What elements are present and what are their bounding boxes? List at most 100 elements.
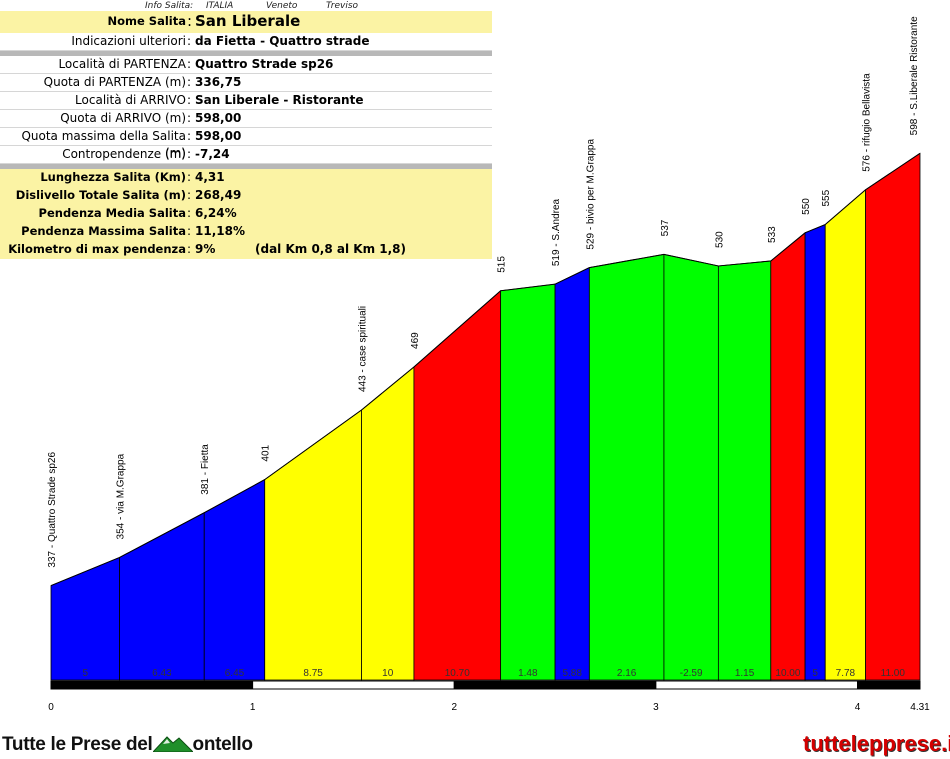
segment-grade-label: 6.43 (152, 668, 172, 679)
stat-row-max-km: Kilometro di max pendenza : 9% (dal Km 0… (0, 241, 492, 259)
profile-line (804, 224, 826, 234)
gradient-segment (717, 260, 772, 681)
altitude-point-labels: 337 - Quattro Strade sp26 354 - via M.Gra… (47, 16, 920, 568)
stat-value: 4,31 (195, 170, 225, 184)
colon: : (187, 93, 192, 107)
colon: : (187, 206, 192, 220)
profile-line (203, 479, 265, 514)
info-row-max-altitude: Quota massima della Salita (m) : 598,00 (0, 128, 492, 160)
profile-line (413, 290, 501, 368)
gradient-segment (663, 253, 719, 681)
altitude-point-label: 515 (497, 256, 508, 273)
altitude-point-label: 530 (714, 231, 725, 248)
mountain-logo-icon (152, 736, 193, 752)
info-value: San Liberale - Ristorante (195, 93, 364, 107)
gradient-segment (50, 556, 120, 681)
km-tick-label: 1 (250, 702, 256, 713)
info-value: Quattro Strade sp26 (195, 57, 334, 71)
info-header-label: Info Salita: (145, 1, 194, 11)
colon: : (187, 12, 193, 30)
profile-outline (50, 152, 921, 587)
info-value: 598,00 (195, 111, 242, 125)
colon: : (187, 129, 192, 143)
segment-grade-label: -2.59 (680, 668, 703, 679)
km-tick-label: 4 (855, 702, 861, 713)
colon: : (187, 147, 192, 161)
segment-grade-label: 6.45 (225, 668, 245, 679)
km-tick-label: 3 (653, 702, 659, 713)
info-label: Quota di ARRIVO (m) (60, 111, 186, 125)
km-bar-segment (252, 680, 455, 690)
divider (0, 51, 492, 56)
gradient-segment (554, 266, 590, 681)
profile-line (554, 267, 590, 285)
altitude-point-label: 443 - case spirituali (358, 306, 369, 392)
profile-line (50, 556, 120, 587)
km-bar-segment (655, 680, 858, 690)
stat-row-max-grade: Pendenza Massima Salita : 11,18% (0, 223, 492, 241)
profile-line (119, 512, 205, 558)
info-row-end-place: Località di ARRIVO : San Liberale - Rist… (0, 92, 492, 110)
colon: : (187, 57, 192, 71)
colon: : (187, 111, 192, 125)
altitude-point-label: 550 (801, 198, 812, 215)
km-tick-label: 2 (451, 702, 457, 713)
gradient-segments (50, 152, 921, 681)
km-bar-segment (50, 680, 254, 690)
notes-label: Indicazioni ulteriori (71, 34, 186, 48)
stat-value: 11,18% (195, 224, 245, 238)
gradient-segment (865, 152, 921, 681)
site-url[interactable]: tuttelepprese.it (803, 731, 950, 756)
stat-extra: (dal Km 0,8 al Km 1,8) (255, 242, 406, 256)
info-label: Località di ARRIVO (75, 93, 186, 107)
altitude-point-label: 381 - Fietta (200, 444, 211, 495)
colon: : (187, 75, 192, 89)
gradient-segment (264, 409, 362, 681)
altitude-point-label: 576 - rifugio Bellavista (862, 73, 873, 172)
segment-grade-label: 7.78 (836, 668, 856, 679)
profile-line (824, 189, 866, 225)
info-header: Info Salita: ITALIA Veneto Treviso (0, 0, 492, 11)
segment-grade-label: 5 (82, 668, 88, 679)
gradient-segment (361, 366, 415, 681)
altitude-point-label: 555 (821, 189, 832, 206)
altitude-point-label: 519 - S.Andrea (551, 198, 562, 266)
info-row-start-place: Località di PARTENZA : Quattro Strade sp… (0, 56, 492, 74)
info-label: Contropendenze (m) (62, 147, 186, 161)
gradient-segment (770, 231, 806, 681)
km-tick-labels: 0 1 2 3 4 4.31 (48, 702, 930, 713)
segment-grade-label: 10 (382, 668, 394, 679)
info-value: -7,24 (195, 147, 230, 161)
colon: : (187, 34, 192, 48)
profile-line (589, 253, 665, 269)
altitude-point-label: 469 (410, 332, 421, 349)
logo-text-b: ontello (192, 734, 253, 755)
climb-name-label: Nome Salita (107, 14, 187, 28)
info-row-end-altitude: Quota di ARRIVO (m) : 598,00 (0, 110, 492, 128)
km-tick-label: 4.31 (910, 702, 930, 713)
stat-label: Dislivello Totale Salita (m) (15, 188, 186, 202)
colon: : (187, 242, 192, 256)
profile-line (500, 283, 556, 292)
profile-line (264, 409, 362, 480)
climb-info-table: Nome Salita : San Liberale Indicazioni u… (0, 11, 492, 259)
km-bar-segment (856, 680, 921, 690)
divider (0, 164, 492, 169)
km-scale-bar (50, 680, 921, 690)
stat-value: 268,49 (195, 188, 242, 202)
gradient-segment (119, 512, 205, 681)
info-value: 336,75 (195, 75, 242, 89)
climb-name-value: San Liberale (195, 12, 301, 30)
gradient-segment (500, 283, 556, 681)
climb-name-row: Nome Salita : San Liberale (0, 11, 492, 33)
profile-line (718, 260, 771, 267)
gradient-segment (824, 188, 866, 681)
km-bar-segment (453, 680, 657, 690)
info-header-province: Treviso (326, 1, 359, 11)
stat-label: Lunghezza Salita (Km) (40, 170, 186, 184)
segment-grade-label: 1.15 (735, 668, 755, 679)
segment-grade-label: 10.70 (445, 668, 470, 679)
gradient-segment (804, 223, 826, 681)
stat-label: Pendenza Media Salita (38, 206, 186, 220)
stat-row-avg-grade: Pendenza Media Salita : 6,24% (0, 205, 492, 223)
